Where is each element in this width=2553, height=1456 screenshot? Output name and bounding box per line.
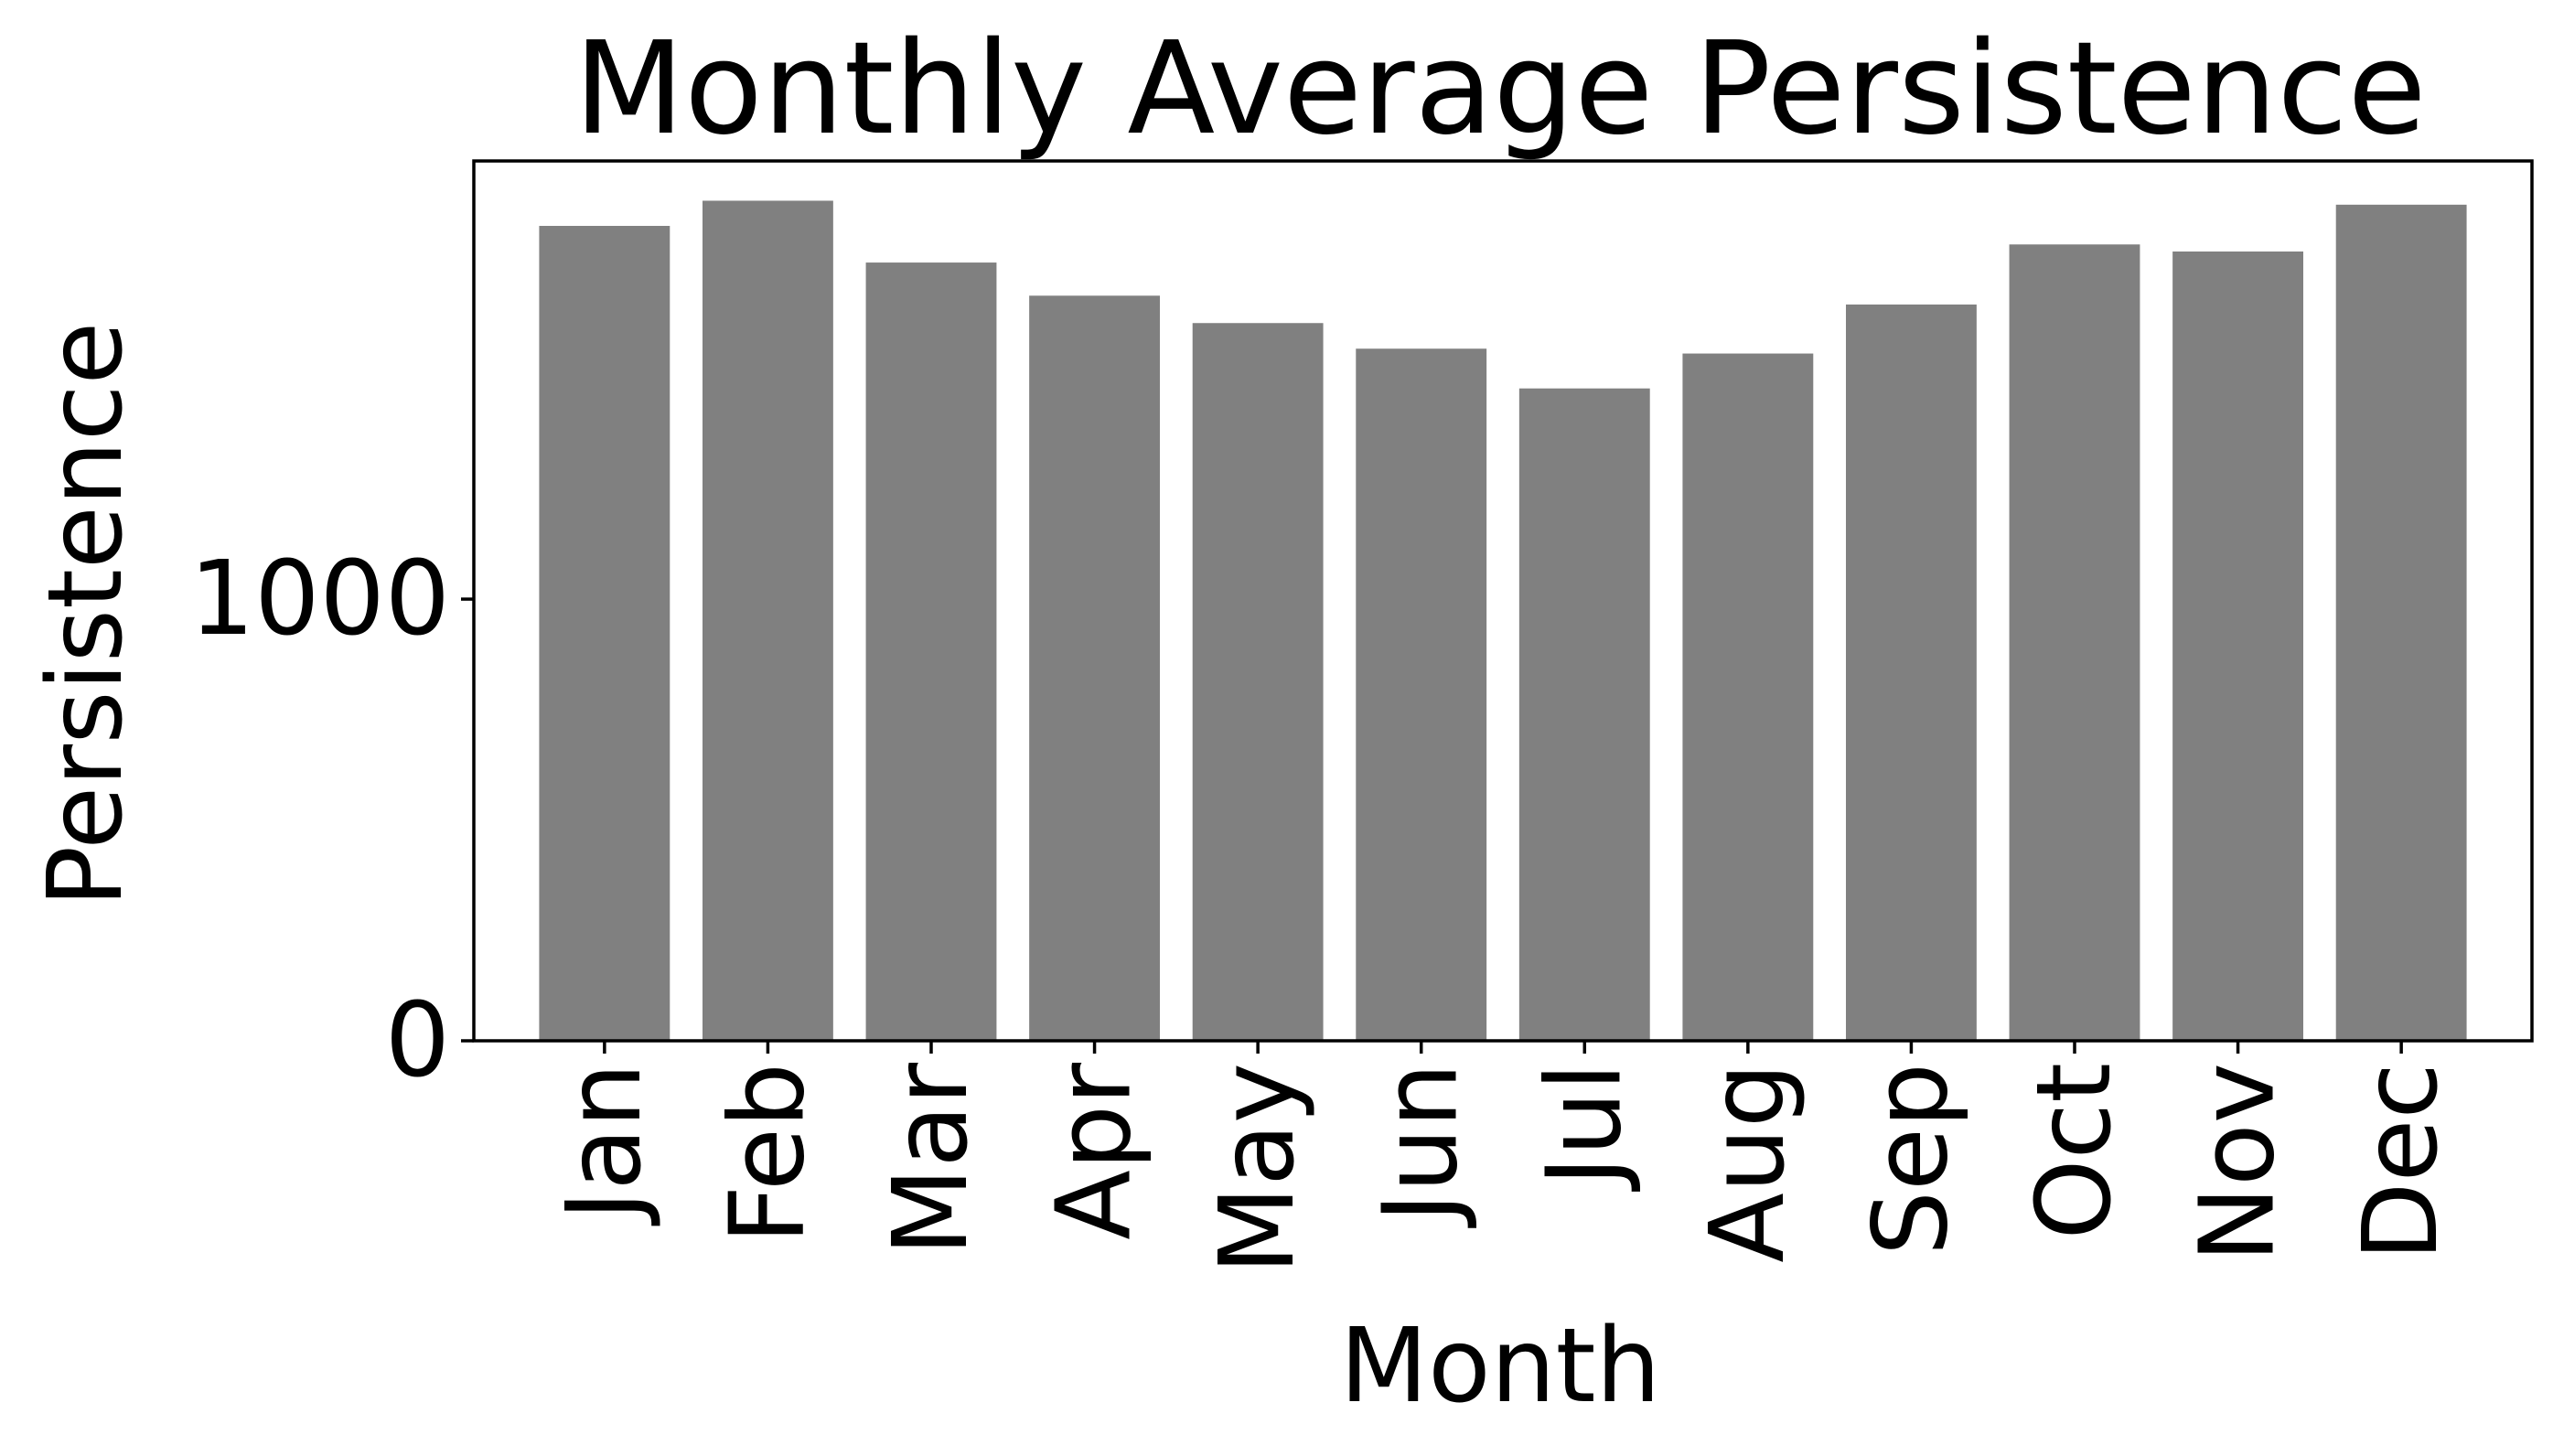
x-tick-label-apr: Apr	[1035, 1062, 1154, 1240]
x-axis-label: Month	[1339, 1307, 1660, 1426]
bar-mar	[865, 262, 997, 1041]
bar-nov	[2172, 252, 2303, 1042]
bar-jan	[539, 225, 670, 1041]
bar-sep	[1846, 304, 1977, 1041]
bar-feb	[703, 200, 833, 1041]
x-tick-label-may: May	[1198, 1063, 1317, 1275]
x-tick-label-mar: Mar	[872, 1062, 991, 1256]
y-tick-label-1000: 1000	[189, 540, 450, 658]
bar-may	[1192, 323, 1324, 1041]
x-tick-label-jun: Jun	[1362, 1063, 1481, 1228]
x-tick-label-aug: Aug	[1689, 1063, 1807, 1263]
bars-group	[539, 200, 2467, 1042]
x-axis: Jan Feb Mar Apr May Jun Jul Aug Sep Oct Nov Dec	[545, 1041, 2461, 1275]
y-axis: 0 1000	[189, 540, 474, 1100]
x-tick-label-jul: Jul	[1525, 1063, 1644, 1192]
x-tick-label-sep: Sep	[1851, 1063, 1970, 1256]
bar-oct	[2009, 244, 2140, 1041]
chart-title: Monthly Average Persistence	[574, 15, 2426, 164]
bar-aug	[1682, 353, 1814, 1041]
bar-apr	[1029, 295, 1160, 1041]
y-tick-label-0: 0	[385, 981, 450, 1100]
plot-frame	[472, 159, 2534, 1043]
x-tick-label-nov: Nov	[2179, 1063, 2298, 1263]
x-tick-label-dec: Dec	[2342, 1063, 2461, 1261]
x-tick-label-oct: Oct	[2015, 1063, 2134, 1240]
bar-dec	[2335, 204, 2467, 1041]
bar-jun	[1356, 348, 1487, 1041]
x-tick-label-feb: Feb	[708, 1063, 827, 1244]
x-tick-label-jan: Jan	[545, 1063, 664, 1226]
bar-jul	[1518, 388, 1650, 1041]
y-axis-label: Persistence	[27, 322, 145, 908]
